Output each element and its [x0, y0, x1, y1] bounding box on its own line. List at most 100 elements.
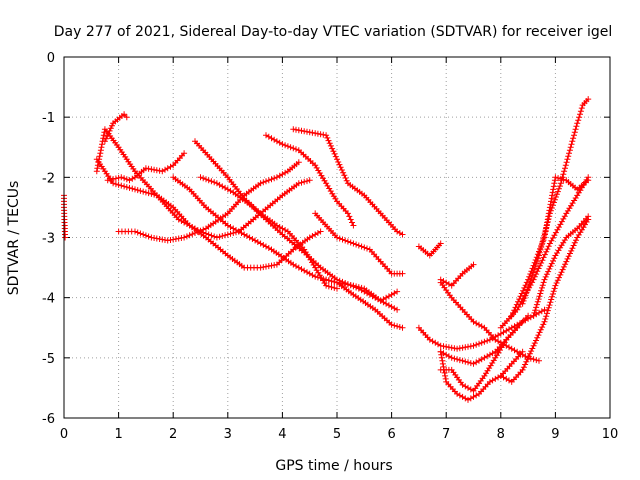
data-point-marker [533, 261, 540, 267]
data-point-marker [162, 166, 168, 173]
data-point-marker [145, 190, 152, 197]
data-point-marker [197, 227, 204, 234]
data-point-marker [473, 341, 480, 348]
series-line [104, 113, 128, 142]
data-point-marker [516, 296, 523, 303]
data-point-marker [476, 357, 482, 364]
data-point-marker [462, 383, 469, 390]
data-point-marker [536, 329, 543, 336]
data-point-marker [219, 233, 226, 239]
data-point-marker [323, 282, 330, 289]
data-point-marker [526, 280, 533, 287]
data-point-marker [539, 282, 546, 289]
data-point-marker [531, 309, 538, 316]
data-point-marker [544, 307, 551, 314]
data-point-marker [325, 137, 332, 144]
data-point-marker [551, 196, 558, 203]
data-point-marker [575, 117, 582, 124]
data-point-marker [552, 282, 559, 289]
data-point-marker [222, 232, 229, 239]
data-point-marker [211, 233, 218, 240]
data-point-marker [164, 165, 171, 172]
data-point-marker [548, 296, 555, 303]
data-point-marker [105, 130, 112, 137]
data-point-marker [129, 185, 136, 192]
data-point-marker [271, 136, 278, 143]
data-point-marker [260, 242, 267, 248]
data-point-marker [342, 175, 349, 181]
data-point-marker [534, 268, 541, 275]
data-point-marker [388, 291, 395, 298]
data-point-marker [552, 174, 559, 181]
data-point-marker [112, 181, 119, 188]
data-point-marker [465, 396, 471, 403]
y-tick-label: -4 [42, 292, 55, 307]
series-s9 [290, 126, 406, 238]
data-point-marker [451, 355, 458, 362]
data-point-marker [227, 230, 234, 237]
data-point-marker [531, 266, 538, 273]
data-point-marker [564, 156, 571, 163]
data-point-marker [429, 338, 436, 345]
data-point-marker [535, 265, 542, 272]
data-point-marker [104, 177, 111, 184]
data-point-marker [208, 232, 215, 239]
data-point-marker [473, 320, 480, 327]
data-point-marker [522, 292, 529, 299]
data-point-marker [295, 264, 302, 271]
data-point-marker [358, 243, 365, 250]
data-point-marker [273, 138, 280, 145]
data-point-marker [437, 348, 444, 355]
data-point-marker [557, 271, 564, 278]
x-tick-label: 9 [551, 427, 559, 442]
data-point-marker [142, 189, 149, 196]
data-point-marker [554, 277, 561, 284]
data-point-marker [530, 269, 537, 276]
data-point-marker [508, 312, 515, 319]
data-point-marker [243, 233, 250, 239]
data-point-marker [200, 175, 207, 182]
data-point-marker [569, 245, 576, 252]
data-point-marker [503, 375, 510, 382]
data-point-marker [525, 353, 532, 360]
data-point-marker [517, 293, 524, 300]
data-point-marker [309, 233, 316, 239]
data-point-marker [573, 123, 580, 130]
data-point-marker [282, 169, 289, 176]
data-point-marker [476, 321, 482, 328]
data-point-marker [546, 210, 553, 217]
data-point-marker [557, 221, 564, 228]
data-point-marker [249, 236, 256, 242]
data-point-marker [476, 340, 482, 347]
data-point-marker [123, 176, 130, 183]
data-point-marker [194, 228, 201, 235]
data-point-marker [562, 261, 569, 268]
data-point-marker [224, 231, 231, 238]
data-point-marker [561, 213, 568, 220]
data-point-marker [432, 339, 439, 346]
data-point-marker [547, 263, 554, 270]
data-point-marker [551, 180, 558, 187]
data-point-marker [355, 242, 362, 249]
data-point-marker [304, 178, 310, 185]
data-point-marker [568, 141, 575, 148]
data-point-marker [542, 227, 549, 234]
data-point-marker [538, 260, 545, 266]
data-point-marker [295, 159, 302, 166]
data-point-marker [137, 187, 144, 194]
data-point-marker [211, 179, 218, 186]
data-point-marker [317, 228, 324, 235]
data-point-marker [349, 219, 355, 226]
data-point-marker [540, 279, 547, 286]
data-point-marker [342, 237, 349, 244]
data-point-marker [569, 138, 576, 145]
data-point-marker [62, 234, 69, 241]
data-point-marker [535, 332, 542, 339]
data-point-marker [134, 187, 141, 194]
data-point-marker [115, 181, 122, 188]
data-point-marker [129, 175, 136, 182]
data-point-marker [538, 287, 545, 294]
x-tick-label: 3 [224, 427, 232, 442]
data-point-marker [553, 280, 560, 286]
data-point-marker [118, 182, 125, 189]
